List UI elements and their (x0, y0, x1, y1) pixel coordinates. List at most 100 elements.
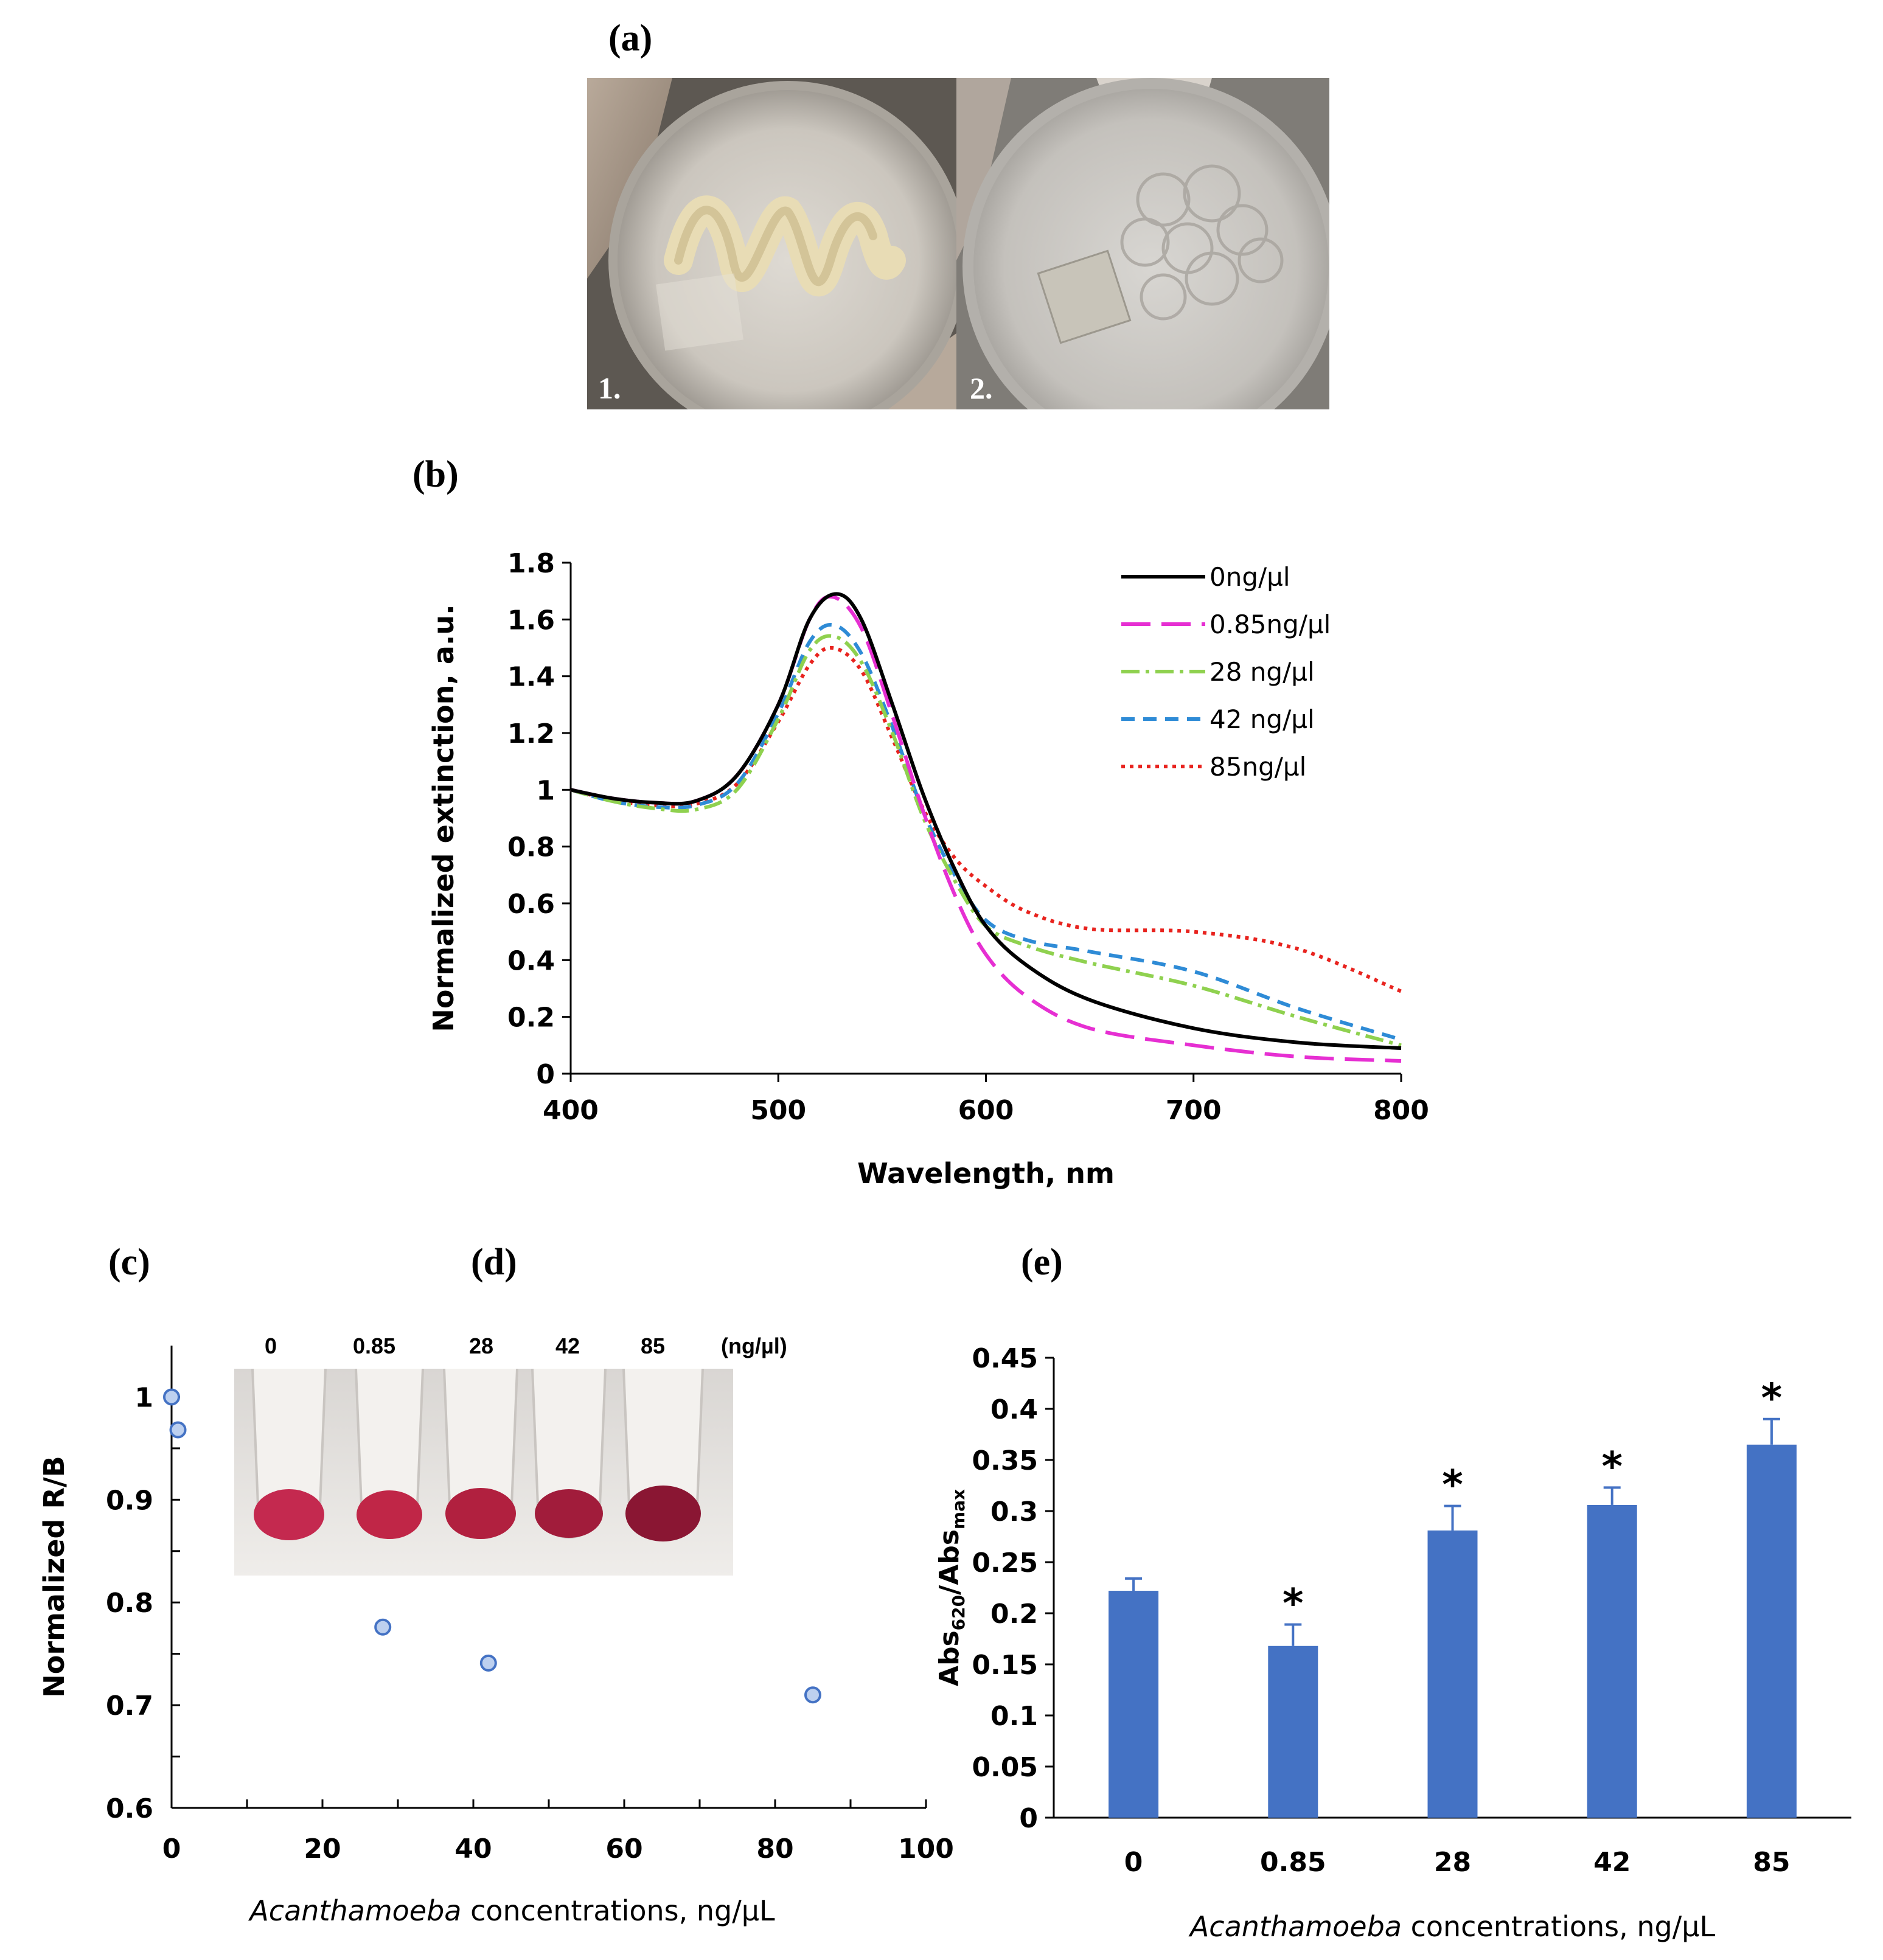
significance-marker: * (1761, 1375, 1783, 1422)
tube-28 (435, 1369, 526, 1576)
tube-label: 85 (641, 1333, 666, 1358)
photo-number-1: 1. (598, 371, 621, 405)
panel-label-a: (a) (608, 18, 653, 59)
panel-label-b: (b) (412, 454, 459, 495)
y-tick-label: 1.2 (507, 718, 555, 749)
series-line (570, 592, 1402, 1050)
y-tick-label: 1.4 (507, 662, 555, 693)
significance-marker: * (1601, 1443, 1623, 1490)
x-tick-label: 0 (162, 1833, 181, 1864)
petri-dish-2-image (956, 78, 1329, 409)
x-tick-label: 60 (605, 1833, 642, 1864)
y-axis-title-mid: /Abs (934, 1529, 965, 1595)
legend-label: 0.85ng/µl (1210, 610, 1331, 639)
y-tick-label: 0.4 (990, 1394, 1038, 1425)
y-tick-label: 0.35 (972, 1445, 1038, 1476)
panel-label-d: (d) (471, 1242, 517, 1283)
x-tick-label: 600 (958, 1095, 1014, 1126)
bar (1746, 1444, 1797, 1818)
y-tick-label: 0.15 (972, 1650, 1038, 1681)
tube-label: 42 (555, 1333, 580, 1358)
y-tick-label: 0.2 (990, 1599, 1038, 1630)
scatter-point (479, 1654, 497, 1672)
y-tick-label: 0.7 (106, 1691, 153, 1722)
y-tick-label: 0.8 (507, 832, 555, 863)
y-axis-title-main: Abs (934, 1630, 965, 1686)
y-tick-label: 0.25 (972, 1548, 1038, 1579)
y-tick-label: 0.6 (106, 1793, 153, 1824)
petri-dish-photo-1: 1. (587, 78, 956, 409)
scatter-point (169, 1421, 187, 1439)
bar (1587, 1504, 1637, 1818)
x-tick-label: 700 (1166, 1095, 1222, 1126)
x-tick-label: 0.85 (1260, 1847, 1326, 1878)
y-tick-label: 1 (134, 1382, 153, 1413)
x-tick-label: 28 (1434, 1847, 1471, 1878)
tube-42 (526, 1369, 611, 1576)
tube-photo-strip (234, 1369, 733, 1576)
significance-marker: * (1283, 1580, 1304, 1627)
x-axis-title-italic: Acanthamoeba (1188, 1910, 1402, 1943)
x-tick-label: 100 (898, 1833, 954, 1864)
y-tick-label: 0.9 (106, 1485, 153, 1516)
y-tick-label: 0.45 (972, 1343, 1038, 1374)
tube-85 (611, 1369, 733, 1576)
extinction-spectra-chart: 0 0.2 0.4 0.6 0.8 1 1.2 1.4 1.6 1.8 400 500 600 700 80… (427, 548, 1429, 1190)
y-tick-label: 0 (536, 1059, 555, 1090)
series-line (570, 622, 1402, 1041)
y-tick-label: 0.1 (990, 1701, 1038, 1732)
x-tick-label: 85 (1753, 1847, 1790, 1878)
y-tick-label: 0.05 (972, 1752, 1038, 1783)
y-tick-label: 1 (536, 775, 555, 806)
scatter-point (804, 1686, 821, 1704)
tube-label: 0 (265, 1333, 277, 1358)
x-axis-title-rest: concentrations, ng/µL (1402, 1910, 1716, 1943)
panel-label-e: (e) (1021, 1242, 1063, 1283)
scatter-point (163, 1388, 180, 1406)
bar (1109, 1591, 1159, 1818)
y-axis-title: Normalized R/B (38, 1456, 71, 1698)
legend-label: 85ng/µl (1210, 752, 1306, 782)
x-axis-title-rest: concentrations, ng/µL (461, 1894, 775, 1927)
x-axis-title: Acanthamoeba concentrations, ng/µL (248, 1894, 775, 1927)
bar (1268, 1645, 1318, 1818)
y-tick-label: 0.2 (507, 1003, 555, 1034)
y-tick-label: 0 (1019, 1803, 1038, 1834)
y-axis-title: Normalized extinction, a.u. (427, 604, 460, 1032)
x-tick-label: 40 (454, 1833, 492, 1864)
y-axis-title-sub2: max (948, 1489, 969, 1529)
abs-ratio-bar-chart: 0 0.05 0.1 0.15 0.2 0.25 0.3 0.35 0.4 0.45 0 * 0.85 *… (934, 1343, 1851, 1943)
y-tick-label: 0.8 (106, 1588, 153, 1619)
y-tick-label: 1.8 (507, 548, 555, 579)
x-tick-label: 500 (750, 1095, 806, 1126)
legend-label: 0ng/µl (1210, 562, 1290, 592)
significance-marker: * (1442, 1462, 1463, 1509)
x-axis-title-italic: Acanthamoeba (248, 1894, 461, 1927)
tube-photos-image (234, 1369, 733, 1576)
y-tick-label: 0.4 (507, 945, 555, 976)
x-axis-title: Acanthamoeba concentrations, ng/µL (1188, 1910, 1716, 1943)
panel-label-c: (c) (108, 1242, 150, 1283)
y-tick-label: 0.3 (990, 1496, 1038, 1527)
bar (1427, 1530, 1478, 1818)
x-tick-label: 80 (756, 1833, 793, 1864)
x-tick-label: 400 (543, 1095, 599, 1126)
x-tick-label: 20 (304, 1833, 341, 1864)
tube-085 (344, 1369, 435, 1576)
y-axis-title-sub1: 620 (948, 1595, 969, 1630)
legend-label: 42 ng/µl (1210, 704, 1315, 734)
series-line (570, 645, 1402, 993)
legend-label: 28 ng/µl (1210, 657, 1315, 687)
x-axis-title: Wavelength, nm (857, 1157, 1115, 1190)
petri-dish-photo-2: 2. (956, 78, 1329, 409)
petri-dish-1-image (587, 78, 956, 409)
photo-number-2: 2. (970, 371, 993, 405)
normalized-rb-scatter-chart: 0.6 0.7 0.8 0.9 1 0 20 40 60 80 100 Acanthamoeba co… (38, 1346, 954, 1927)
x-tick-label: 800 (1373, 1095, 1429, 1126)
tube-label: 28 (469, 1333, 494, 1358)
x-tick-label: 42 (1593, 1847, 1631, 1878)
x-tick-label: 0 (1124, 1847, 1143, 1878)
y-axis-title: Abs620/Absmax (934, 1489, 969, 1686)
series-line (570, 634, 1402, 1048)
y-tick-label: 0.6 (507, 889, 555, 920)
